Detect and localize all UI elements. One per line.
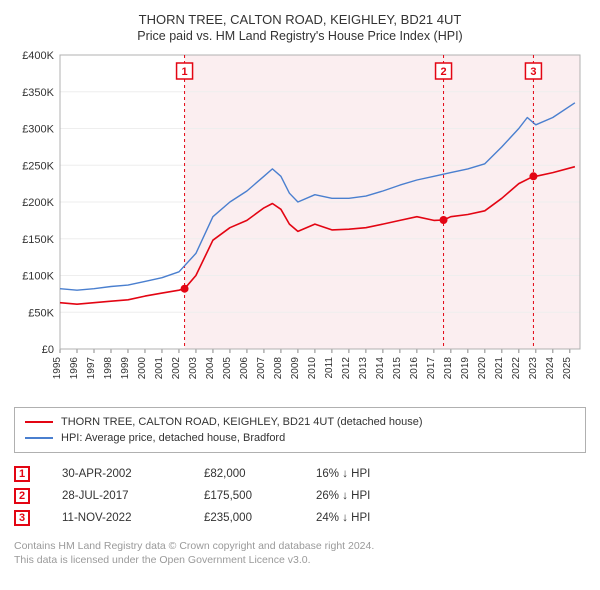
svg-text:2016: 2016 [409, 357, 420, 380]
event-row: 3 11-NOV-2022 £235,000 24% ↓ HPI [14, 507, 586, 529]
attribution-line: Contains HM Land Registry data © Crown c… [14, 539, 586, 553]
svg-text:1999: 1999 [120, 357, 131, 380]
event-number-box: 1 [14, 466, 30, 482]
svg-text:2002: 2002 [171, 357, 182, 380]
svg-text:2025: 2025 [562, 357, 573, 380]
svg-text:2021: 2021 [494, 357, 505, 380]
svg-text:£350K: £350K [22, 87, 54, 99]
legend-label: THORN TREE, CALTON ROAD, KEIGHLEY, BD21 … [61, 416, 423, 428]
svg-text:2024: 2024 [545, 357, 556, 380]
svg-text:2012: 2012 [341, 357, 352, 380]
event-number-box: 3 [14, 510, 30, 526]
svg-text:£400K: £400K [22, 50, 54, 62]
svg-text:2022: 2022 [511, 357, 522, 380]
svg-text:£150K: £150K [22, 234, 54, 246]
legend-item: THORN TREE, CALTON ROAD, KEIGHLEY, BD21 … [25, 414, 575, 430]
svg-text:2009: 2009 [290, 357, 301, 380]
event-price: £175,500 [204, 490, 284, 502]
svg-text:1996: 1996 [69, 357, 80, 380]
event-date: 11-NOV-2022 [62, 512, 172, 524]
svg-text:£50K: £50K [28, 307, 54, 319]
chart-title: THORN TREE, CALTON ROAD, KEIGHLEY, BD21 … [14, 12, 586, 27]
svg-text:1997: 1997 [86, 357, 97, 380]
svg-text:£250K: £250K [22, 160, 54, 172]
svg-text:£200K: £200K [22, 197, 54, 209]
svg-text:3: 3 [530, 66, 536, 78]
svg-text:2011: 2011 [324, 357, 335, 379]
line-chart-svg: £0 £50K £100K £150K £200K £250K £300K £350K £400… [14, 49, 586, 399]
event-hpi-diff: 26% ↓ HPI [316, 490, 416, 502]
page-root: THORN TREE, CALTON ROAD, KEIGHLEY, BD21 … [0, 0, 600, 590]
svg-text:£0: £0 [42, 344, 54, 356]
attribution-line: This data is licensed under the Open Gov… [14, 553, 586, 567]
legend-swatch [25, 421, 53, 423]
event-date: 30-APR-2002 [62, 468, 172, 480]
svg-text:2023: 2023 [528, 357, 539, 380]
svg-text:2015: 2015 [392, 357, 403, 380]
svg-text:2000: 2000 [137, 357, 148, 380]
svg-text:£300K: £300K [22, 124, 54, 136]
event-price: £82,000 [204, 468, 284, 480]
svg-text:1995: 1995 [52, 357, 63, 380]
svg-text:2004: 2004 [205, 357, 216, 380]
event-price: £235,000 [204, 512, 284, 524]
svg-text:1: 1 [181, 66, 187, 78]
svg-text:2020: 2020 [477, 357, 488, 380]
svg-text:2018: 2018 [443, 357, 454, 380]
event-hpi-diff: 16% ↓ HPI [316, 468, 416, 480]
svg-text:2003: 2003 [188, 357, 199, 380]
svg-text:2013: 2013 [358, 357, 369, 380]
event-date: 28-JUL-2017 [62, 490, 172, 502]
svg-text:2005: 2005 [222, 357, 233, 380]
attribution-text: Contains HM Land Registry data © Crown c… [14, 539, 586, 567]
chart-subtitle: Price paid vs. HM Land Registry's House … [14, 29, 586, 43]
legend-box: THORN TREE, CALTON ROAD, KEIGHLEY, BD21 … [14, 407, 586, 453]
svg-text:2006: 2006 [239, 357, 250, 380]
svg-text:2008: 2008 [273, 357, 284, 380]
legend-swatch [25, 437, 53, 439]
svg-text:£100K: £100K [22, 271, 54, 283]
svg-text:1998: 1998 [103, 357, 114, 380]
legend-label: HPI: Average price, detached house, Brad… [61, 432, 285, 444]
event-row: 2 28-JUL-2017 £175,500 26% ↓ HPI [14, 485, 586, 507]
svg-text:2014: 2014 [375, 357, 386, 380]
event-marker-table: 1 30-APR-2002 £82,000 16% ↓ HPI 2 28-JUL-2017… [14, 463, 586, 529]
chart-area: £0 £50K £100K £150K £200K £250K £300K £350K £400… [14, 49, 586, 399]
svg-text:2010: 2010 [307, 357, 318, 380]
svg-text:2017: 2017 [426, 357, 437, 380]
svg-text:2019: 2019 [460, 357, 471, 380]
svg-text:2001: 2001 [154, 357, 165, 380]
svg-text:2007: 2007 [256, 357, 267, 380]
event-hpi-diff: 24% ↓ HPI [316, 512, 416, 524]
svg-text:2: 2 [440, 66, 446, 78]
legend-item: HPI: Average price, detached house, Brad… [25, 430, 575, 446]
event-row: 1 30-APR-2002 £82,000 16% ↓ HPI [14, 463, 586, 485]
event-number-box: 2 [14, 488, 30, 504]
